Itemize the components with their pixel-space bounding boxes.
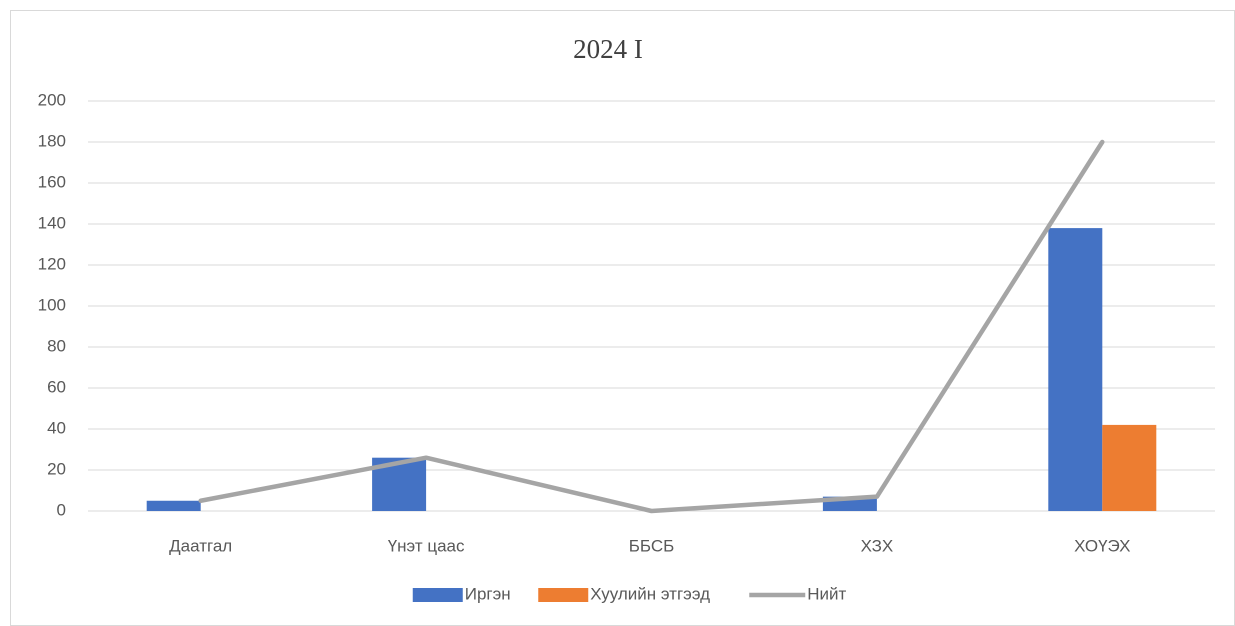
y-tick-label: 60 [47,377,66,396]
x-tick-label: ББСБ [629,536,675,555]
y-tick-label: 200 [38,90,66,109]
x-tick-label: ХЗХ [861,536,894,555]
y-tick-label: 160 [38,172,66,191]
y-tick-label: 40 [47,418,66,437]
bar [1102,424,1157,511]
legend-label: Иргэн [465,584,511,603]
bar [146,500,201,511]
legend-swatch [538,588,589,602]
line [198,139,1105,514]
x-tick-label: Даатгал [169,536,232,555]
legend-label: Хуулийн этгээд [590,584,710,603]
legend-label: Нийт [807,584,846,603]
y-tick-label: 140 [38,213,66,232]
y-tick-label: 80 [47,336,66,355]
chart-title: 2024 I [573,34,643,64]
y-tick-label: 0 [57,500,66,519]
chart-border [10,10,1235,626]
bar [1048,228,1103,511]
x-tick-label: Үнэт цаас [388,536,465,555]
y-tick-label: 180 [38,131,66,150]
y-tick-label: 100 [38,295,66,314]
legend-swatch [412,588,463,602]
x-tick-label: ХОҮЭХ [1074,536,1130,555]
y-tick-label: 120 [38,254,66,273]
y-tick-label: 20 [47,459,66,478]
